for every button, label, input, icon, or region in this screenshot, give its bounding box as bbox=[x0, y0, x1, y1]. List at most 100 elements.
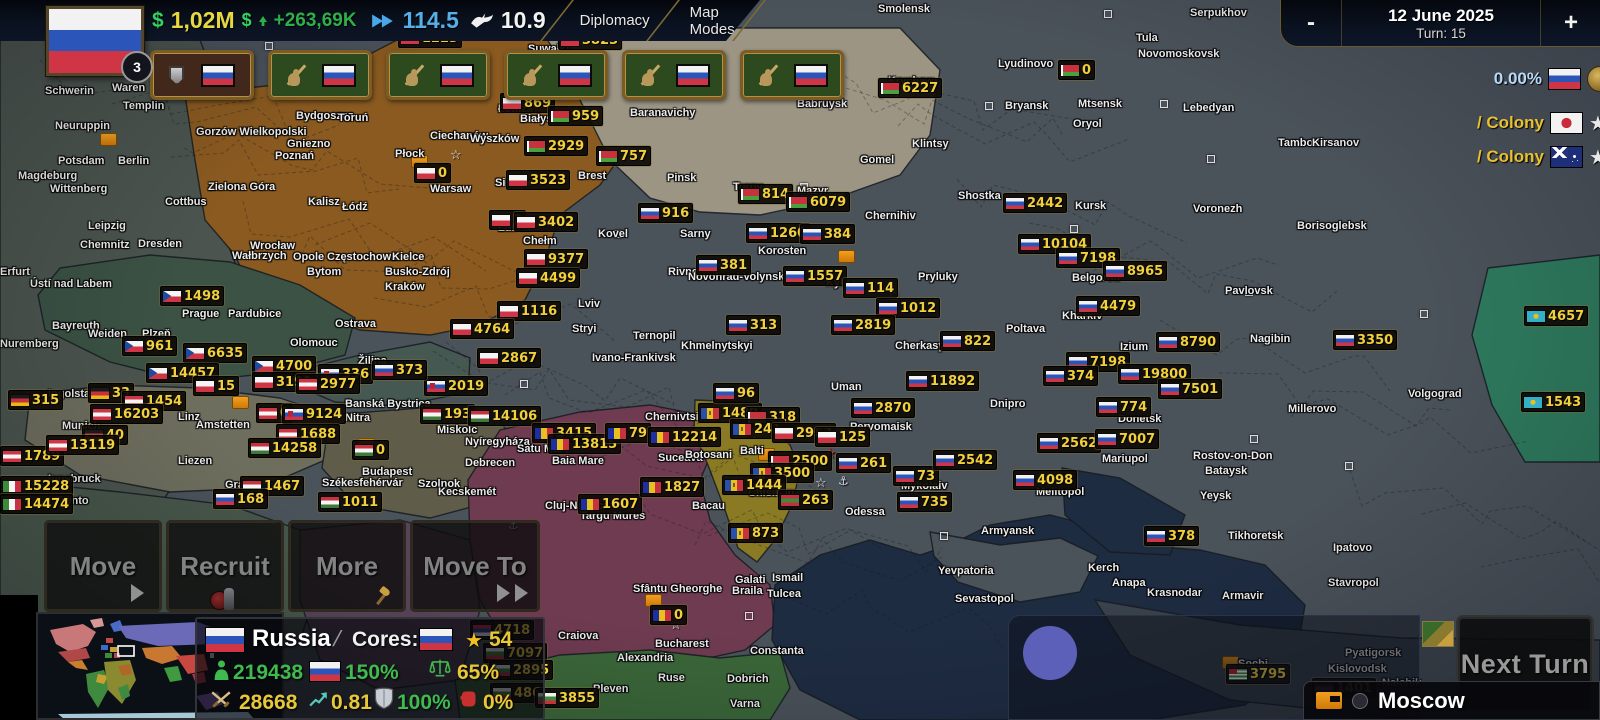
army-badge[interactable]: 241 bbox=[728, 418, 787, 440]
army-badge[interactable]: 1557 bbox=[781, 265, 849, 287]
army-badge[interactable]: 0 bbox=[1056, 59, 1097, 81]
army-badge[interactable]: 384 bbox=[798, 223, 857, 245]
army-slot-1[interactable] bbox=[150, 50, 254, 100]
army-badge[interactable]: 2929 bbox=[522, 135, 590, 157]
zoom-out-button[interactable]: - bbox=[1307, 9, 1315, 36]
army-badge[interactable]: 916 bbox=[636, 202, 695, 224]
army-badge[interactable]: 14258 bbox=[246, 437, 323, 459]
army-badge[interactable]: 2562 bbox=[1035, 432, 1103, 454]
more-button[interactable]: More bbox=[288, 520, 406, 612]
army-badge[interactable]: 2870 bbox=[849, 397, 917, 419]
army-badge[interactable]: 2442 bbox=[1001, 192, 1069, 214]
army-badge[interactable]: 1260 bbox=[744, 222, 812, 244]
army-badge[interactable]: 1011 bbox=[316, 491, 384, 513]
army-badge[interactable]: 16203 bbox=[88, 403, 165, 425]
army-badge[interactable]: 3523 bbox=[504, 169, 572, 191]
army-badge[interactable]: 15228 bbox=[0, 475, 75, 497]
army-badge[interactable]: 79 bbox=[603, 422, 653, 444]
region-crimea[interactable] bbox=[929, 531, 1099, 603]
army-badge[interactable]: 735 bbox=[895, 491, 954, 513]
army-badge[interactable]: 9377 bbox=[522, 248, 590, 270]
army-badge[interactable]: 3500 bbox=[748, 462, 816, 484]
tab-map-modes[interactable]: Map Modes bbox=[689, 3, 735, 38]
country-flag[interactable] bbox=[205, 627, 245, 653]
region-czechia[interactable] bbox=[37, 254, 356, 383]
army-badge[interactable]: 6227 bbox=[876, 77, 944, 99]
army-badge[interactable]: 261 bbox=[834, 452, 893, 474]
move-button[interactable]: Move bbox=[44, 520, 162, 612]
army-badge[interactable]: 1607 bbox=[576, 493, 644, 515]
army-badge[interactable]: 13815 bbox=[546, 433, 623, 455]
army-badge[interactable]: 11892 bbox=[904, 370, 981, 392]
army-badge[interactable]: 4098 bbox=[1011, 469, 1079, 491]
army-badge[interactable]: 73 bbox=[891, 465, 941, 487]
minimap-viewport[interactable] bbox=[117, 645, 135, 657]
army-badge[interactable]: 168 bbox=[211, 488, 270, 510]
terrain-thumbnail-icon[interactable] bbox=[1422, 621, 1454, 647]
army-slot-4[interactable] bbox=[504, 50, 608, 100]
region-kazakhstan[interactable] bbox=[1471, 254, 1600, 463]
joystick[interactable] bbox=[1023, 626, 1077, 680]
player-country-button[interactable]: 3 bbox=[46, 6, 153, 83]
tab-diplomacy[interactable]: Diplomacy bbox=[579, 12, 650, 29]
army-badge[interactable]: 3402 bbox=[512, 211, 580, 233]
army-badge[interactable]: 1498 bbox=[158, 285, 226, 307]
army-badge[interactable]: 12214 bbox=[646, 426, 723, 448]
army-badge[interactable]: 14106 bbox=[466, 405, 543, 427]
army-badge[interactable]: 7501 bbox=[1156, 378, 1224, 400]
army-badge[interactable]: 2867 bbox=[475, 347, 543, 369]
army-badge[interactable]: 8965 bbox=[1101, 260, 1169, 282]
army-badge[interactable]: 959 bbox=[546, 105, 605, 127]
notification-row[interactable]: 0.00% bbox=[1494, 66, 1600, 92]
army-badge[interactable]: 373 bbox=[370, 359, 429, 381]
army-badge[interactable]: 1444 bbox=[720, 474, 788, 496]
army-badge[interactable]: 4657 bbox=[1522, 305, 1590, 327]
notification-row[interactable]: / Colony ★ bbox=[1477, 110, 1600, 136]
army-badge[interactable]: 6635 bbox=[181, 342, 249, 364]
army-badge[interactable]: 9124 bbox=[280, 403, 348, 425]
army-badge[interactable]: 381 bbox=[694, 254, 753, 276]
army-badge[interactable]: 774 bbox=[1094, 396, 1153, 418]
army-badge[interactable]: 0 bbox=[412, 162, 453, 184]
army-badge[interactable]: 1116 bbox=[495, 300, 563, 322]
army-badge[interactable]: 13119 bbox=[44, 434, 121, 456]
notification-row[interactable]: / Colony ★ bbox=[1477, 144, 1600, 170]
army-badge[interactable]: 0 bbox=[350, 439, 391, 461]
army-badge[interactable]: 7007 bbox=[1093, 428, 1161, 450]
army-badge[interactable]: 4499 bbox=[514, 267, 582, 289]
army-badge[interactable]: 313 bbox=[724, 314, 783, 336]
army-badge[interactable]: 873 bbox=[726, 522, 785, 544]
army-badge[interactable]: 961 bbox=[120, 335, 179, 357]
army-badge[interactable]: 6079 bbox=[784, 191, 852, 213]
army-slot-6[interactable] bbox=[740, 50, 844, 100]
army-badge[interactable]: 4764 bbox=[448, 318, 516, 340]
army-badge[interactable]: 2819 bbox=[829, 314, 897, 336]
army-badge[interactable]: 96 bbox=[711, 382, 761, 404]
recruit-button[interactable]: Recruit bbox=[166, 520, 284, 612]
army-badge[interactable]: 114 bbox=[841, 277, 900, 299]
army-badge[interactable]: 814 bbox=[736, 183, 795, 205]
army-badge[interactable]: 315 bbox=[6, 389, 65, 411]
army-slot-5[interactable] bbox=[622, 50, 726, 100]
cores-flag[interactable] bbox=[419, 628, 453, 651]
army-badge[interactable]: 2977 bbox=[294, 373, 362, 395]
army-badge[interactable]: 3350 bbox=[1331, 329, 1399, 351]
army-badge[interactable]: 1543 bbox=[1519, 391, 1587, 413]
army-badge[interactable]: 1827 bbox=[638, 476, 706, 498]
army-badge[interactable]: 14474 bbox=[0, 493, 75, 515]
army-badge[interactable]: 125 bbox=[813, 426, 872, 448]
army-badge[interactable]: 193 bbox=[418, 403, 477, 425]
army-slot-2[interactable] bbox=[268, 50, 372, 100]
army-badge[interactable]: 0 bbox=[648, 604, 689, 626]
army-badge[interactable]: 15 bbox=[191, 375, 241, 397]
army-badge[interactable]: 378 bbox=[1142, 525, 1201, 547]
army-badge[interactable]: 374 bbox=[1041, 365, 1100, 387]
army-badge[interactable]: 8790 bbox=[1154, 331, 1222, 353]
army-badge[interactable]: 2542 bbox=[931, 449, 999, 471]
army-slot-3[interactable] bbox=[386, 50, 490, 100]
army-badge[interactable]: 822 bbox=[938, 330, 997, 352]
army-badge[interactable]: 263 bbox=[776, 489, 835, 511]
zoom-in-button[interactable]: + bbox=[1563, 9, 1578, 36]
army-badge[interactable]: 4479 bbox=[1074, 295, 1142, 317]
army-badge[interactable]: 2019 bbox=[422, 375, 490, 397]
